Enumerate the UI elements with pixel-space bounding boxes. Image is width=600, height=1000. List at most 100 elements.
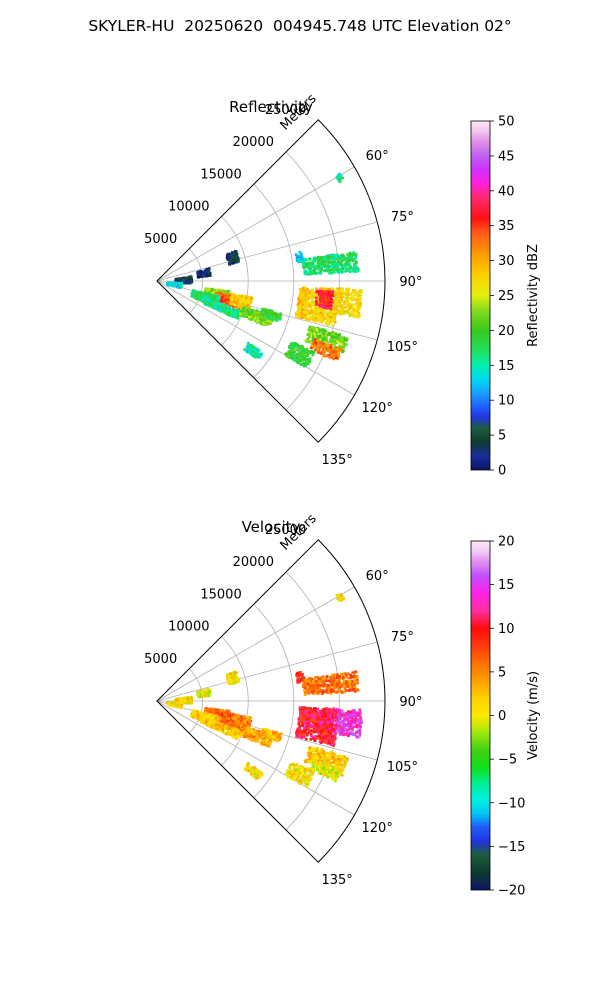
echo-pixel [302, 301, 305, 305]
echo-pixel [300, 252, 303, 256]
echo-pixel [350, 299, 353, 302]
echo-pixel [351, 295, 355, 299]
echo-pixel [192, 289, 195, 292]
echo-pixel [347, 255, 350, 259]
echo-pixel [344, 289, 348, 293]
panel-title: Reflectivity [229, 98, 313, 116]
echo-pixel [212, 295, 216, 299]
echo-pixel [235, 677, 239, 680]
echo-pixel [340, 259, 343, 262]
echo-pixel [318, 316, 321, 320]
echo-pixel [344, 270, 347, 273]
echo-pixel [357, 295, 361, 299]
echo-pixel [225, 296, 229, 299]
echo-pixel [342, 295, 345, 299]
echo-pixel [306, 299, 309, 303]
echo-pixel [232, 315, 235, 318]
echo-pixel [325, 336, 328, 339]
echo-pixel [312, 312, 316, 316]
echo-pixel [288, 350, 291, 353]
echo-pixel [250, 315, 253, 318]
echo-pixel [308, 325, 312, 329]
echo-pixel [310, 308, 313, 311]
echo-pixel [252, 354, 256, 358]
panel-title: Velocity [242, 518, 301, 536]
echo-pixel [222, 302, 226, 305]
echo-pixel [230, 679, 233, 683]
echo-pixel [352, 266, 356, 269]
echo-pixel [249, 310, 252, 314]
echo-pixel [308, 303, 312, 307]
echo-pixel [309, 289, 312, 293]
echo-pixel [316, 333, 320, 336]
echo-pixel [225, 312, 229, 315]
echo-pixel [311, 332, 314, 336]
echo-pixel [331, 333, 334, 336]
echo-pixel [305, 258, 308, 262]
echo-pixel [269, 314, 273, 318]
echo-pixel [275, 313, 278, 316]
echo-pixel [314, 344, 317, 348]
echo-pixel [301, 286, 305, 290]
azimuth-tick-label: 135° [321, 453, 352, 468]
echo-pixel [359, 292, 362, 295]
echo-pixel [316, 259, 320, 262]
echo-pixel [231, 671, 235, 674]
echo-pixel [225, 307, 228, 310]
echo-pixel [307, 271, 311, 274]
echo-pixel [236, 299, 240, 302]
echo-pixel [303, 313, 307, 317]
echo-pixel [218, 304, 222, 308]
echo-pixel [299, 288, 302, 292]
echo-cluster [301, 251, 360, 276]
echo-pixel [231, 262, 235, 265]
echo-pixel [348, 267, 352, 270]
echo-pixel [350, 255, 353, 258]
echo-pixel [341, 294, 345, 297]
echo-pixel [352, 258, 356, 261]
echo-pixel [345, 339, 348, 342]
echo-pixel [259, 320, 263, 323]
echo-pixel [323, 317, 326, 320]
echo-pixel [251, 316, 254, 320]
echo-pixel [269, 317, 272, 320]
echo-pixel [248, 301, 251, 304]
echo-pixel [339, 336, 342, 339]
echo-pixel [233, 258, 237, 261]
echo-pixel [206, 687, 210, 691]
echo-pixel [204, 274, 207, 278]
echo-pixel [345, 287, 348, 291]
echo-pixel [318, 271, 321, 274]
echo-pixel [326, 310, 330, 314]
echo-pixel [201, 693, 204, 696]
echo-pixel [322, 310, 326, 313]
echo-pixel [330, 263, 334, 266]
echo-pixel [336, 355, 339, 358]
echo-pixel [184, 277, 188, 281]
echo-pixel [301, 293, 305, 297]
echo-pixel [240, 314, 243, 317]
echo-pixel [200, 293, 203, 297]
echo-pixel [302, 314, 305, 318]
echo-pixel [352, 298, 355, 301]
echo-pixel [324, 264, 327, 268]
echo-pixel [259, 353, 263, 357]
echo-cluster [225, 249, 240, 266]
echo-pixel [219, 310, 223, 313]
colorbar-label: Reflectivity dBZ [526, 244, 541, 347]
echo-pixel [207, 300, 210, 303]
echo-pixel [297, 298, 300, 301]
echo-pixel [346, 269, 350, 272]
echo-pixel [351, 269, 354, 273]
echo-pixel [185, 279, 189, 282]
echo-pixel [321, 297, 325, 300]
echo-pixel [298, 315, 302, 319]
echo-pixel [322, 314, 325, 318]
echo-pixel [337, 172, 341, 176]
echo-pixel [241, 308, 245, 311]
range-tick-label: 15000 [200, 167, 241, 182]
echo-pixel [343, 338, 347, 342]
echo-pixel [315, 331, 318, 335]
echo-pixel [338, 270, 341, 273]
echo-pixel [311, 272, 314, 275]
